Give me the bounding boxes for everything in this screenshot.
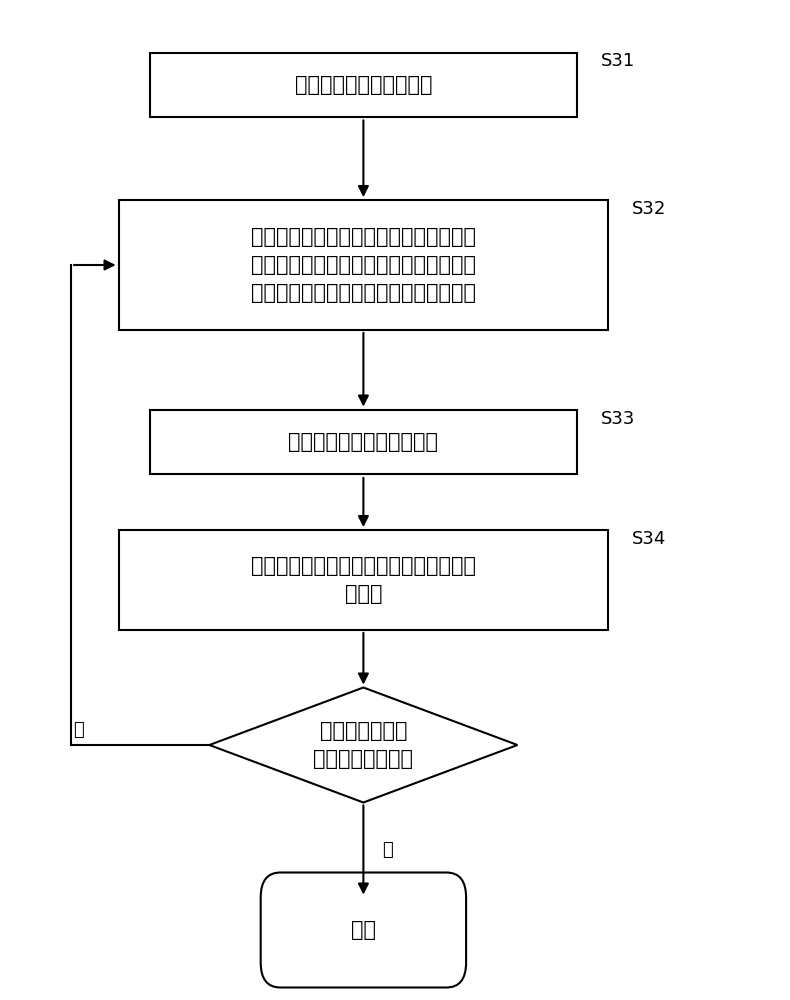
Text: 计算每个阵元的入射相位: 计算每个阵元的入射相位: [295, 75, 432, 95]
FancyBboxPatch shape: [150, 410, 577, 474]
Text: 结束: 结束: [351, 920, 376, 940]
Text: 根据校准配平表中的数值对各阵元进行相
位配平: 根据校准配平表中的数值对各阵元进行相 位配平: [251, 556, 476, 604]
FancyBboxPatch shape: [118, 530, 608, 630]
Text: S31: S31: [600, 52, 634, 70]
Text: S33: S33: [600, 410, 635, 428]
FancyBboxPatch shape: [150, 52, 577, 117]
Polygon shape: [209, 688, 517, 802]
Text: 计算出每个阵元的补偿相位: 计算出每个阵元的补偿相位: [288, 432, 438, 452]
Text: 是: 是: [382, 841, 393, 859]
Text: 采用外置馈源对反射式相控阵天线的反射
面进行偏馈辐射馈电，通过测试探头采集
经过反射面的各个阵元反射回的辐射信号: 采用外置馈源对反射式相控阵天线的反射 面进行偏馈辐射馈电，通过测试探头采集 经过…: [251, 227, 476, 303]
Text: S32: S32: [632, 200, 667, 218]
FancyBboxPatch shape: [118, 200, 608, 330]
Text: 否: 否: [73, 721, 85, 739]
Text: 各通道口径面处
的相位达到一致？: 各通道口径面处 的相位达到一致？: [314, 721, 413, 769]
Text: S34: S34: [632, 530, 667, 548]
FancyBboxPatch shape: [261, 872, 466, 988]
